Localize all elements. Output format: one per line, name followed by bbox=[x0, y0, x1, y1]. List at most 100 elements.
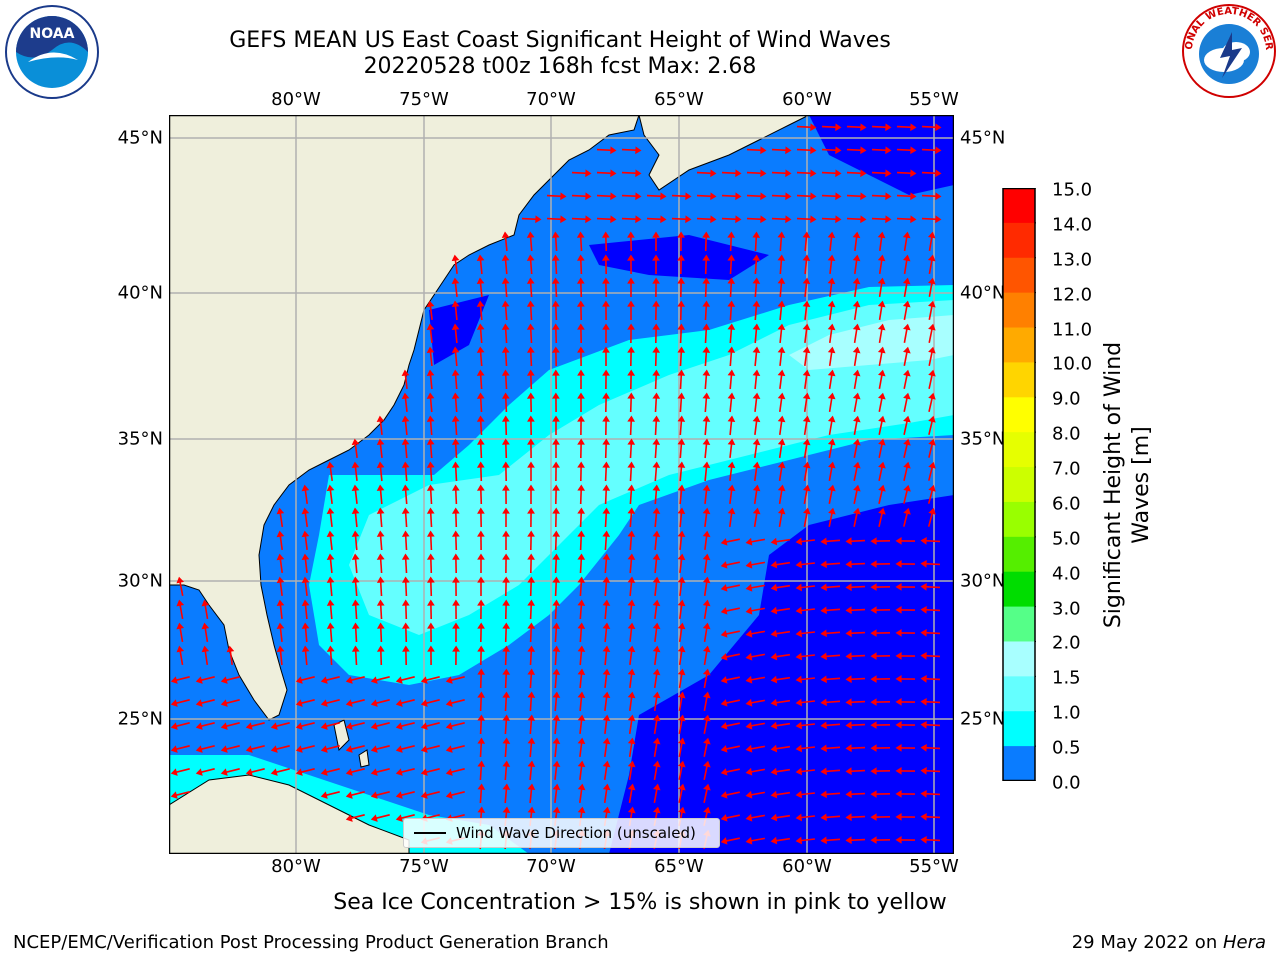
lon-tick-bottom-65w: 65°W bbox=[654, 856, 704, 877]
wave-direction-arrowhead bbox=[702, 254, 711, 261]
colorbar-tick-label: 0.5 bbox=[1052, 737, 1081, 759]
wave-direction-arrowhead bbox=[402, 645, 410, 652]
wave-direction-arrowhead bbox=[727, 277, 736, 284]
wave-direction-arrowhead bbox=[852, 300, 861, 308]
colorbar-swatch bbox=[1003, 746, 1035, 781]
wave-direction-arrowhead bbox=[502, 737, 511, 744]
wave-direction-arrowhead bbox=[627, 783, 636, 791]
wave-direction-arrowhead bbox=[902, 254, 911, 262]
wave-direction-arrowhead bbox=[652, 760, 661, 768]
wave-direction-arrowhead bbox=[351, 576, 360, 583]
wave-direction-arrowhead bbox=[853, 484, 861, 492]
lat-tick-right-40n: 40°N bbox=[960, 282, 1006, 304]
wave-direction-arrowhead bbox=[376, 622, 385, 629]
wave-direction-arrowhead bbox=[527, 622, 536, 629]
wave-direction-arrowhead bbox=[326, 484, 335, 492]
lat-tick-left-25n: 25°N bbox=[117, 708, 163, 730]
wave-direction-arrowhead bbox=[920, 628, 927, 637]
wave-direction-arrowhead bbox=[870, 629, 877, 637]
wave-direction-arrowhead bbox=[770, 698, 778, 707]
wave-direction-arrowhead bbox=[451, 300, 460, 308]
wave-direction-arrowhead bbox=[501, 392, 510, 399]
wave-direction-arrowhead bbox=[527, 806, 536, 814]
wave-direction-arrowhead bbox=[878, 438, 886, 446]
wave-direction-arrowhead bbox=[770, 606, 778, 615]
wave-direction-arrowhead bbox=[627, 300, 635, 307]
wave-direction-arrowhead bbox=[920, 697, 927, 706]
wave-direction-arrowhead bbox=[920, 789, 927, 798]
wave-direction-arrowhead bbox=[795, 836, 803, 845]
wave-direction-arrowhead bbox=[785, 215, 792, 224]
wave-direction-arrowhead bbox=[702, 553, 711, 561]
wave-direction-arrowhead bbox=[195, 722, 203, 730]
wave-direction-arrowhead bbox=[910, 169, 917, 178]
wave-direction-arrowhead bbox=[878, 415, 886, 423]
wave-direction-arrowhead bbox=[935, 169, 942, 178]
wave-direction-arrowhead bbox=[351, 507, 360, 515]
wave-direction-arrowhead bbox=[445, 791, 453, 799]
wave-direction-arrowhead bbox=[270, 768, 278, 776]
wave-direction-arrowhead bbox=[845, 560, 852, 569]
wave-direction-arrowhead bbox=[477, 645, 485, 652]
wave-direction-arrowhead bbox=[526, 346, 535, 353]
wave-direction-arrowhead bbox=[560, 192, 567, 201]
wave-direction-arrowhead bbox=[802, 231, 811, 238]
wave-direction-arrowhead bbox=[401, 392, 410, 400]
colorbar-label: Significant Height of Wind Waves [m] bbox=[1101, 341, 1154, 629]
wave-direction-arrowhead bbox=[477, 553, 485, 560]
wave-direction-arrowhead bbox=[777, 415, 786, 423]
wave-direction-arrowhead bbox=[477, 668, 486, 675]
wave-direction-arrowhead bbox=[702, 622, 711, 630]
wave-direction-arrowhead bbox=[795, 767, 803, 776]
wave-direction-arrowhead bbox=[420, 676, 428, 684]
wave-direction-arrowhead bbox=[502, 484, 510, 491]
wave-direction-arrowhead bbox=[703, 691, 711, 699]
wave-direction-arrowhead bbox=[451, 392, 460, 399]
wave-direction-arrowhead bbox=[652, 231, 660, 238]
wave-direction-arrowhead bbox=[702, 645, 711, 653]
wave-direction-arrowhead bbox=[602, 461, 611, 468]
land-north-america bbox=[169, 115, 640, 721]
wave-direction-arrowhead bbox=[677, 645, 686, 653]
wave-direction-arrowhead bbox=[652, 668, 661, 676]
wave-direction-arrowhead bbox=[845, 629, 852, 638]
wave-direction-arrowhead bbox=[652, 507, 661, 514]
wave-direction-arrowhead bbox=[703, 783, 711, 791]
wave-direction-arrowhead bbox=[745, 698, 753, 707]
colorbar-swatch bbox=[1003, 711, 1035, 747]
wave-direction-arrowhead bbox=[777, 438, 786, 446]
wave-direction-arrowhead bbox=[770, 813, 778, 822]
wave-direction-arrowhead bbox=[476, 438, 485, 445]
wave-direction-arrowhead bbox=[526, 277, 535, 284]
wave-direction-arrowhead bbox=[276, 553, 285, 561]
land-cuba bbox=[169, 774, 410, 854]
wave-direction-arrowhead bbox=[827, 277, 836, 285]
wave-direction-arrowhead bbox=[602, 300, 610, 307]
wave-direction-arrowhead bbox=[903, 369, 911, 377]
wave-direction-arrowhead bbox=[703, 737, 711, 745]
wave-direction-arrowhead bbox=[920, 835, 927, 844]
wave-direction-arrowhead bbox=[860, 123, 867, 132]
wave-direction-arrowhead bbox=[727, 484, 736, 492]
wave-direction-arrowhead bbox=[445, 768, 453, 776]
wave-direction-arrowhead bbox=[585, 192, 592, 201]
wave-direction-arrowhead bbox=[770, 537, 778, 546]
wave-direction-arrowhead bbox=[551, 300, 560, 307]
wave-direction-arrowhead bbox=[502, 507, 510, 514]
wave-direction-arrowhead bbox=[351, 530, 360, 537]
wave-direction-arrowhead bbox=[928, 507, 936, 515]
wave-direction-arrowhead bbox=[920, 559, 927, 568]
wave-direction-arrowhead bbox=[551, 323, 560, 330]
wave-direction-arrowhead bbox=[870, 560, 877, 568]
wave-direction-arrowhead bbox=[476, 392, 485, 399]
wave-direction-arrowhead bbox=[827, 369, 836, 377]
wave-direction-arrowhead bbox=[852, 369, 861, 377]
wave-direction-arrowhead bbox=[552, 806, 561, 814]
wave-direction-arrowhead bbox=[827, 438, 836, 446]
wave-direction-arrowhead bbox=[301, 599, 310, 607]
lon-tick-top-60w: 60°W bbox=[782, 89, 832, 110]
wave-direction-arrowhead bbox=[903, 392, 911, 400]
footer-date: 29 May 2022 on Hera bbox=[1072, 932, 1266, 953]
wave-direction-arrowhead bbox=[602, 415, 610, 422]
wave-direction-arrowhead bbox=[652, 369, 661, 376]
